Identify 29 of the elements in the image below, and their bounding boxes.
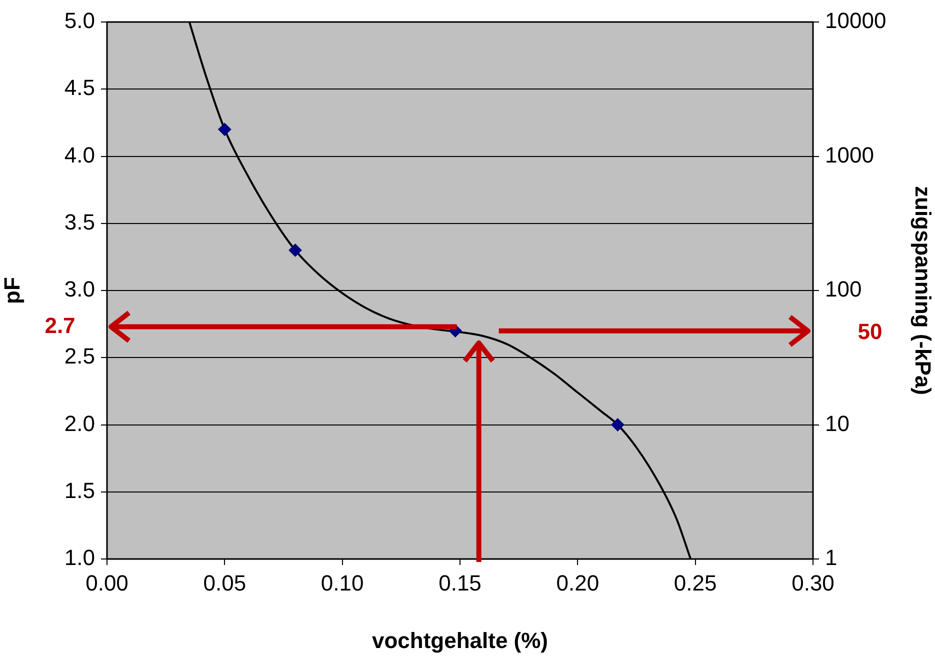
x-axis-title: vochtgehalte (%) <box>372 628 548 653</box>
y-tick-label: 4.5 <box>64 75 95 100</box>
y-tick-label: 3.0 <box>64 276 95 302</box>
x-tick-label: 0.05 <box>203 570 246 596</box>
y-tick-label: 1.5 <box>64 478 95 503</box>
x-tick-label: 0.20 <box>556 570 600 596</box>
ref-line-label: 2.7 <box>44 312 76 338</box>
x-tick-label: 0.25 <box>674 570 717 596</box>
y2-tick-label: 10 <box>825 410 850 436</box>
y2-tick-label: 1 <box>825 545 838 570</box>
y-tick-label: 2.5 <box>64 344 95 369</box>
point <box>288 244 302 257</box>
x-tick-label: 0.15 <box>438 570 482 596</box>
y-tick-label: 4.0 <box>64 142 95 168</box>
y2-axis-title: zuigspanning (-kPa) <box>910 186 935 395</box>
ref-line-label: 50 <box>858 318 882 344</box>
point <box>218 122 232 136</box>
y-tick-label: 3.5 <box>64 209 95 234</box>
y-tick-label: 5.0 <box>64 8 95 34</box>
y2-tick-label: 10000 <box>825 8 886 34</box>
y-tick-label: 2.0 <box>64 410 95 436</box>
x-tick-label: 0.00 <box>86 570 128 596</box>
y-tick-label: 1.0 <box>64 545 95 570</box>
x-tick-label: 0.30 <box>792 570 834 596</box>
y-axis-title: pF <box>0 277 24 304</box>
x-tick-label: 0.10 <box>320 570 364 596</box>
y2-tick-label: 1000 <box>825 142 874 168</box>
point <box>611 418 624 432</box>
y2-tick-label: 100 <box>825 276 862 302</box>
